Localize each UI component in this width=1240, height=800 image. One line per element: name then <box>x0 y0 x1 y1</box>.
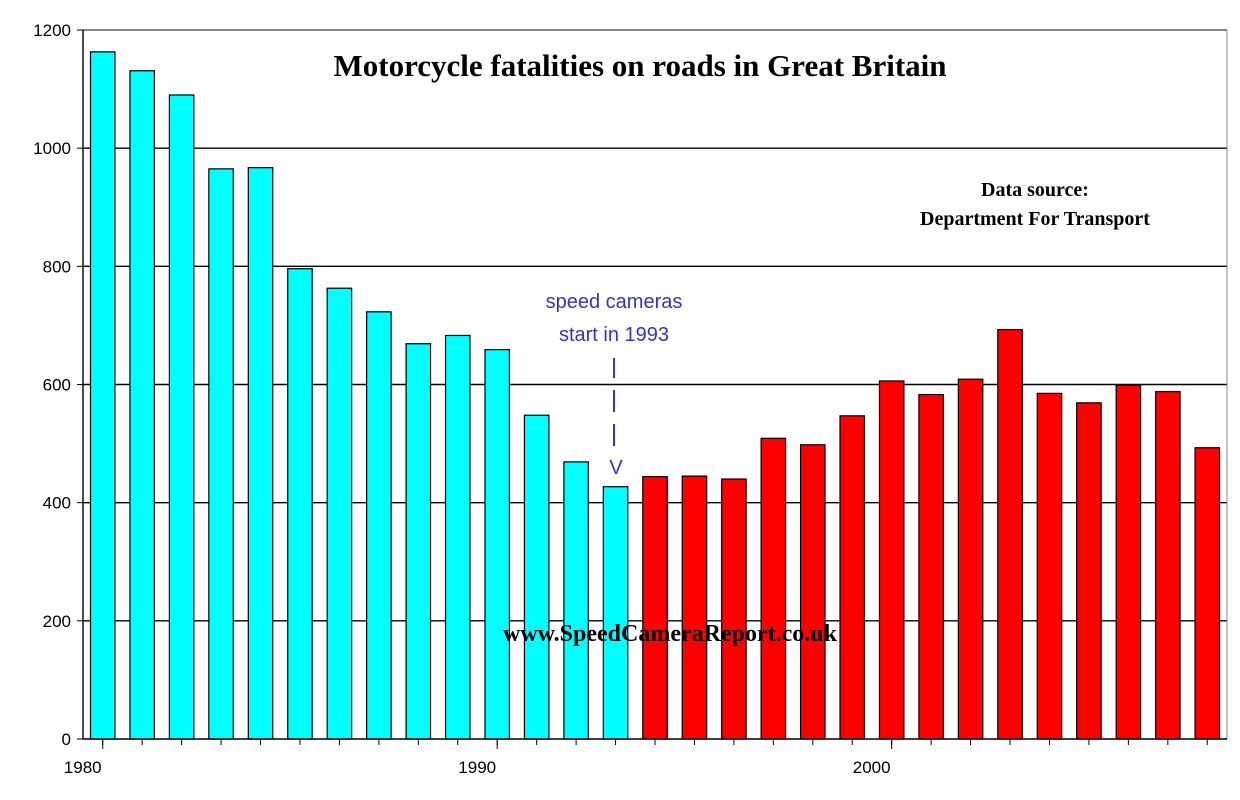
x-tick-label: 1990 <box>458 758 496 777</box>
bar-1987 <box>366 311 392 740</box>
data-source-name: Department For Transport <box>920 208 1150 230</box>
y-tick-label: 800 <box>43 257 71 276</box>
bar-2005 <box>1076 402 1102 740</box>
bar-2008 <box>1194 447 1221 740</box>
bars <box>89 51 1221 740</box>
axes: 0 200 400 600 800 1000 1200 1980 1990 2000 <box>33 21 1228 777</box>
bar-1984 <box>247 167 274 740</box>
bar-2000 <box>878 380 905 740</box>
bar-2004 <box>1036 392 1063 740</box>
y-tick-label: 0 <box>62 730 71 749</box>
bar-1998 <box>799 444 826 740</box>
bar-2001 <box>918 393 944 740</box>
bar-1995 <box>681 475 708 740</box>
chart-title: Motorcycle fatalities on roads in Great … <box>333 48 946 83</box>
bar-1996 <box>721 478 747 740</box>
bar-1999 <box>839 415 866 740</box>
x-tick-label: 2000 <box>853 758 891 777</box>
bar-1983 <box>208 168 234 740</box>
bar-1980 <box>89 51 116 740</box>
bar-1988 <box>405 343 432 740</box>
bar-1992 <box>563 461 589 740</box>
bar-2007 <box>1154 390 1181 740</box>
annotation-line-2: start in 1993 <box>559 324 669 346</box>
y-tick-label: 600 <box>43 376 71 395</box>
x-tick-label: 1980 <box>64 758 102 777</box>
bar-1990 <box>484 349 511 740</box>
bar-2006 <box>1115 384 1142 740</box>
bar-1982 <box>168 94 195 740</box>
y-tick-label: 400 <box>43 494 71 513</box>
bar-1994 <box>642 476 668 740</box>
y-tick-label: 200 <box>43 612 71 631</box>
bar-2003 <box>997 328 1023 740</box>
y-tick-label: 1000 <box>33 139 71 158</box>
bar-1997 <box>760 437 787 740</box>
data-source-label: Data source: <box>981 179 1089 201</box>
bar-1991 <box>523 414 550 740</box>
annotation-line-1: speed cameras <box>546 291 683 313</box>
bar-2002 <box>957 378 984 740</box>
watermark: www.SpeedCameraReport.co.uk <box>503 621 838 647</box>
bar-1989 <box>444 334 471 740</box>
y-tick-label: 1200 <box>33 21 71 40</box>
bar-1981 <box>129 70 156 740</box>
annotation-arrow-head: V <box>609 457 623 479</box>
bar-1985 <box>287 268 313 740</box>
bar-1993 <box>602 486 629 740</box>
bar-1986 <box>326 287 353 740</box>
